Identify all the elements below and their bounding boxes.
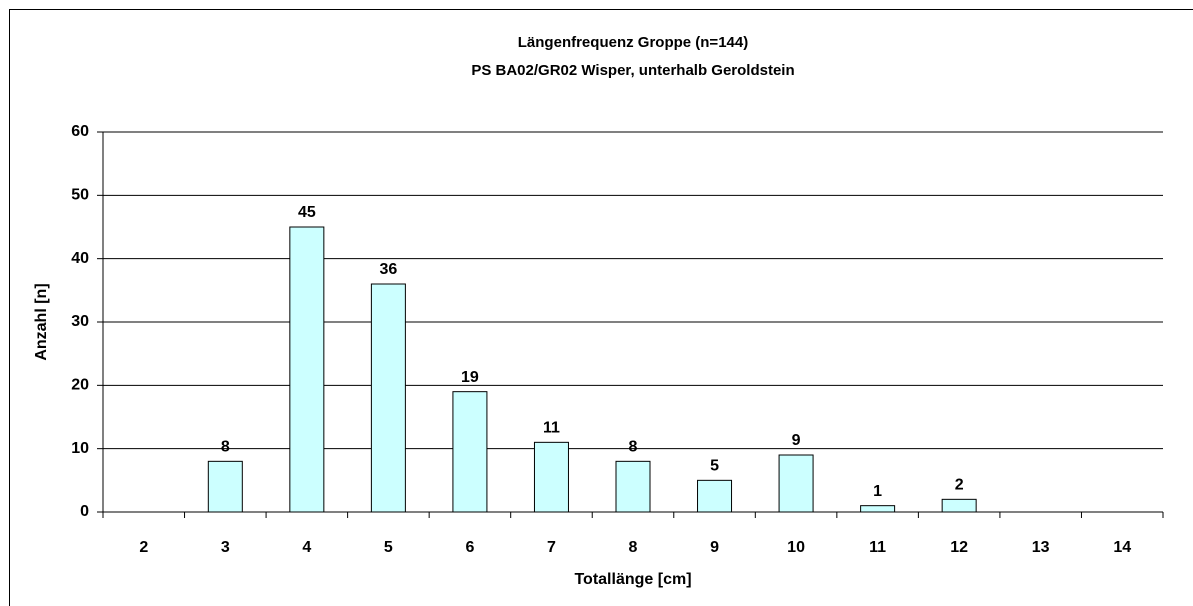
bar: [860, 505, 896, 513]
y-tick-label: 40: [71, 250, 89, 267]
value-label: 8: [221, 439, 230, 456]
bar: [207, 460, 243, 513]
y-tick-label: 30: [71, 313, 89, 330]
bar: [533, 441, 569, 513]
y-axis-title: Anzahl [n]: [33, 283, 50, 360]
value-label: 8: [629, 439, 638, 456]
bar: [370, 283, 406, 513]
y-tick-label: 0: [80, 503, 89, 520]
chart-frame: [9, 9, 1193, 606]
x-tick-label: 3: [221, 539, 230, 556]
bar: [697, 479, 733, 513]
bar: [452, 391, 488, 513]
x-tick-label: 4: [302, 539, 311, 556]
value-label: 1: [873, 483, 882, 500]
x-tick-label: 10: [787, 539, 805, 556]
bar: [778, 454, 814, 513]
bar: [941, 498, 977, 513]
x-tick-label: 2: [139, 539, 148, 556]
x-axis-title: Totallänge [cm]: [574, 571, 691, 588]
x-tick-label: 6: [465, 539, 474, 556]
y-tick-label: 10: [71, 440, 89, 457]
x-tick-label: 7: [547, 539, 556, 556]
x-tick-label: 8: [629, 539, 638, 556]
x-tick-label: 9: [710, 539, 719, 556]
x-tick-label: 12: [950, 539, 968, 556]
x-tick-label: 13: [1032, 539, 1050, 556]
chart-subtitle: PS BA02/GR02 Wisper, unterhalb Geroldste…: [471, 62, 794, 79]
x-tick-label: 14: [1113, 539, 1131, 556]
chart-title: Längenfrequenz Groppe (n=144): [518, 34, 748, 51]
x-tick-label: 5: [384, 539, 393, 556]
value-label: 45: [298, 204, 316, 221]
y-tick-label: 60: [71, 123, 89, 140]
y-tick-label: 50: [71, 187, 89, 204]
value-label: 5: [710, 458, 719, 475]
value-label: 36: [379, 261, 397, 278]
value-label: 11: [543, 420, 560, 437]
value-label: 19: [461, 369, 479, 386]
bar: [615, 460, 651, 513]
value-label: 9: [792, 432, 801, 449]
y-tick-label: 20: [71, 377, 89, 394]
value-label: 2: [955, 477, 964, 494]
bar: [289, 226, 325, 513]
x-tick-label: 11: [869, 539, 886, 556]
